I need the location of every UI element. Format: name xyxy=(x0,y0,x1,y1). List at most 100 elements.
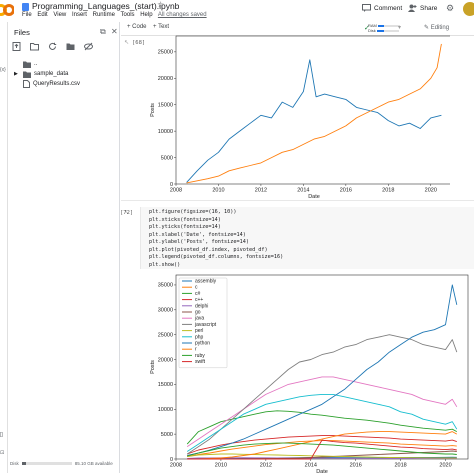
legend-box xyxy=(178,277,228,369)
avatar[interactable] xyxy=(463,2,474,16)
chevron-down-icon[interactable]: ▾ xyxy=(398,25,402,31)
legend-entry: c++ xyxy=(195,297,203,303)
y-tick-label: 15000 xyxy=(158,382,173,388)
menu-help[interactable]: Help xyxy=(140,12,153,18)
code-line: plt.legend(pivoted_df.columns, fontsize=… xyxy=(149,254,284,260)
files-sidebar: Files ⧉ ✕ .. ▶ sample_data Que xyxy=(8,22,120,473)
series-line-s1 xyxy=(186,43,442,184)
series-line-php xyxy=(186,393,458,452)
gear-icon[interactable]: ⚙ xyxy=(446,3,455,13)
x-tick-label: 2020 xyxy=(425,188,437,194)
cell-collapse-icon[interactable]: ↖ xyxy=(124,40,130,46)
file-icon xyxy=(23,80,30,88)
menu-runtime[interactable]: Runtime xyxy=(92,12,115,18)
menu-view[interactable]: View xyxy=(53,12,67,18)
code-cell[interactable]: plt.figure(figsize=(16, 10)) plt.xticks(… xyxy=(140,207,474,269)
legend-entry: python xyxy=(195,341,210,347)
x-tick-label: 2008 xyxy=(170,188,182,194)
refresh-icon[interactable] xyxy=(48,42,57,51)
terminal-icon[interactable]: ⊡ xyxy=(0,450,5,456)
menu-insert[interactable]: Insert xyxy=(71,12,87,18)
disk-usage-fill xyxy=(21,462,26,465)
legend-entry: r xyxy=(195,347,197,353)
share-label: Share xyxy=(420,4,438,12)
pencil-icon: ✎ xyxy=(424,25,430,31)
editing-label: Editing xyxy=(430,25,450,31)
new-window-icon[interactable]: ⧉ xyxy=(100,27,106,36)
x-tick-label: 2016 xyxy=(340,188,352,194)
x-tick-label: 2020 xyxy=(439,463,451,469)
share-button[interactable]: Share xyxy=(408,4,437,12)
disk-label: Disk xyxy=(10,461,19,466)
disk-bar xyxy=(376,29,399,32)
comment-button[interactable]: Comment xyxy=(362,4,402,12)
x-tick-label: 2018 xyxy=(382,188,394,194)
x-axis-label: Date xyxy=(308,194,320,200)
folder-icon xyxy=(23,71,31,78)
series-line-perl xyxy=(187,453,457,459)
cell-collapse-icon[interactable]: ↖ xyxy=(124,210,130,216)
y-tick-label: 35000 xyxy=(158,283,173,289)
legend-entry: javascript xyxy=(194,322,217,328)
variables-icon[interactable]: {x} xyxy=(0,67,6,73)
close-icon[interactable]: ✕ xyxy=(111,27,118,36)
plot-area xyxy=(175,35,450,185)
tree-item-queryresults[interactable]: QueryResults.csv xyxy=(14,79,80,89)
x-tick-label: 2012 xyxy=(260,463,272,469)
x-tick-label: 2010 xyxy=(212,188,224,194)
code-line: plt.xlabel('Date', fontsize=14) xyxy=(149,231,246,238)
series-line-r xyxy=(187,431,458,460)
legend-entry: assembly xyxy=(195,279,217,285)
disk-available-text: 85.10 GB available xyxy=(74,461,113,466)
y-tick-label: 20000 xyxy=(158,76,173,82)
series-line-swift xyxy=(187,439,457,460)
posts-line-chart-2: 2008 2010 2012 2014 2016 2018 2020 0 5000 10000 15… xyxy=(150,274,469,473)
legend-entry: c xyxy=(195,285,198,291)
editing-mode-button[interactable]: ✎ Editing xyxy=(424,24,449,31)
y-tick-label: 25000 xyxy=(158,50,173,56)
comment-icon xyxy=(362,4,371,12)
colab-logo-icon[interactable] xyxy=(0,3,14,17)
x-axis-label: Date xyxy=(316,469,328,473)
folder-icon xyxy=(23,61,31,68)
resource-monitor[interactable]: RAM Disk xyxy=(368,23,401,33)
menu-file[interactable]: File xyxy=(22,12,32,18)
ram-fill xyxy=(378,24,384,27)
hide-icon[interactable] xyxy=(84,42,93,51)
series-line-delphi xyxy=(187,457,457,460)
tree-item-label: QueryResults.csv xyxy=(33,81,81,87)
series-line-java xyxy=(186,376,458,447)
app-header: Programming_Languages_(start).ipynb ☆ Fi… xyxy=(0,0,474,22)
menu-tools[interactable]: Tools xyxy=(120,12,135,18)
y-tick-label: 10000 xyxy=(158,407,173,413)
disk-usage: Disk 85.10 GB available xyxy=(10,461,113,466)
menu-edit[interactable]: Edit xyxy=(37,12,48,18)
upload-file-icon[interactable] xyxy=(12,42,21,51)
notebook-title[interactable]: Programming_Languages_(start).ipynb xyxy=(32,1,180,11)
posts-line-chart-1: 2008 2010 2012 2014 2016 2018 2020 0 5000 10000 15… xyxy=(150,35,450,200)
legend-entry: c# xyxy=(195,291,201,297)
code-line: plt.figure(figsize=(16, 10)) xyxy=(149,209,237,215)
files-title: Files xyxy=(14,28,30,37)
save-status[interactable]: All changes saved xyxy=(157,12,207,18)
mount-drive-icon[interactable] xyxy=(66,42,75,51)
snippets-icon[interactable]: [] xyxy=(0,432,3,438)
y-tick-label: 10000 xyxy=(158,129,173,135)
tree-item-parent[interactable]: .. xyxy=(14,59,80,69)
menu-bar: File Edit View Insert Runtime Tools Help… xyxy=(22,12,211,18)
legend-entry: delphi xyxy=(195,303,208,309)
new-folder-icon[interactable] xyxy=(30,42,39,51)
comment-label: Comment xyxy=(374,4,403,12)
chevron-right-icon[interactable]: ▶ xyxy=(14,71,18,77)
add-code-button[interactable]: + Code xyxy=(127,24,147,30)
tree-item-label: sample_data xyxy=(34,71,69,77)
star-icon[interactable]: ☆ xyxy=(157,0,165,9)
code-line: plt.show() xyxy=(149,261,181,268)
y-tick-label: 25000 xyxy=(158,332,173,338)
execution-count: [68] xyxy=(132,40,146,46)
files-actions xyxy=(12,42,93,51)
tree-item-sample-data[interactable]: ▶ sample_data xyxy=(14,69,80,79)
code-line: plt.yticks(fontsize=14) xyxy=(149,224,221,230)
series-line-s0 xyxy=(186,59,442,183)
add-text-button[interactable]: + Text xyxy=(153,24,170,30)
